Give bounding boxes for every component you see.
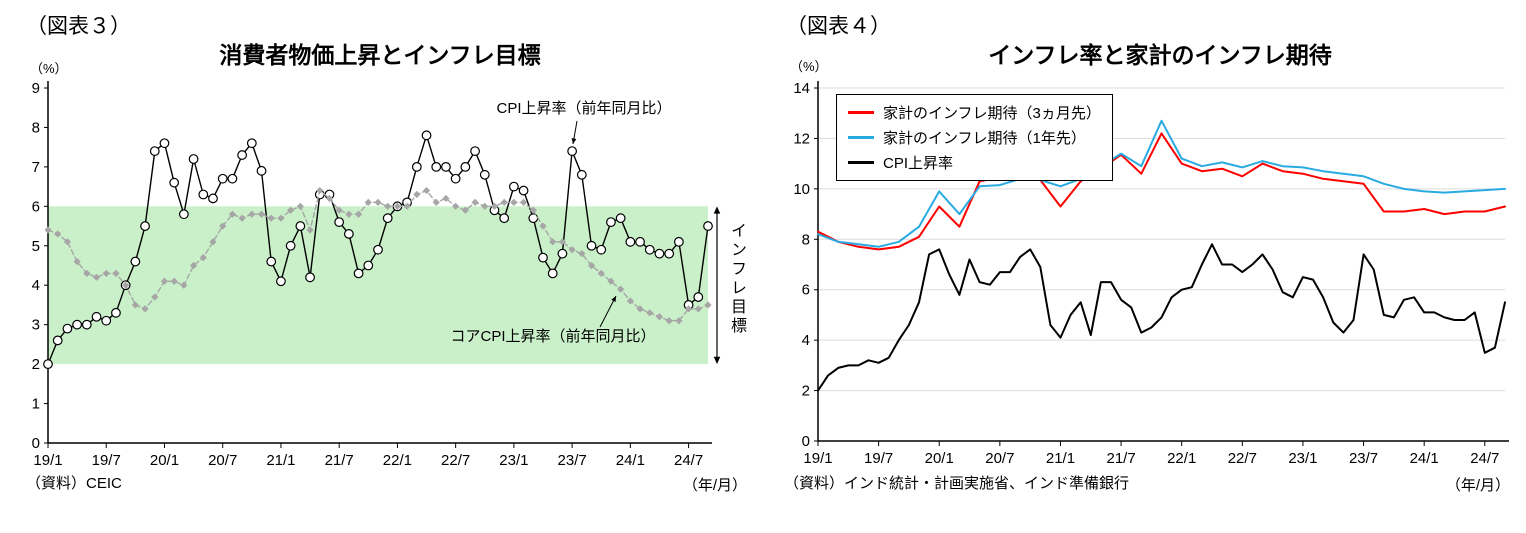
inflation-target-label: インフレ目標: [728, 222, 745, 336]
svg-text:23/1: 23/1: [499, 452, 528, 469]
svg-text:0: 0: [32, 435, 40, 452]
figure3-label: （図表３）: [26, 15, 131, 38]
svg-text:20/7: 20/7: [985, 450, 1014, 467]
blue-line-sample: [848, 136, 874, 139]
svg-text:2: 2: [802, 383, 810, 400]
legend-label: 家計のインフレ期待（3ヵ月先）: [883, 105, 1101, 122]
svg-text:8: 8: [802, 231, 810, 248]
svg-text:22/7: 22/7: [441, 452, 470, 469]
legend-label: 家計のインフレ期待（1年先）: [883, 130, 1086, 147]
svg-text:コアCPI上昇率（前年同月比）: コアCPI上昇率（前年同月比）: [450, 328, 655, 345]
svg-text:14: 14: [793, 80, 810, 97]
svg-text:5: 5: [32, 238, 40, 255]
svg-text:21/7: 21/7: [325, 452, 354, 469]
svg-text:19/1: 19/1: [33, 452, 62, 469]
svg-text:20/1: 20/1: [925, 450, 954, 467]
legend-item: 家計のインフレ期待（3ヵ月先）: [848, 102, 1101, 123]
svg-text:20/7: 20/7: [208, 452, 237, 469]
svg-text:19/7: 19/7: [92, 452, 121, 469]
svg-text:3: 3: [32, 317, 40, 334]
svg-text:CPI上昇率（前年同月比）: CPI上昇率（前年同月比）: [496, 100, 671, 117]
figure3-x-unit-label: （年/月）: [682, 477, 747, 494]
svg-text:4: 4: [32, 277, 40, 294]
svg-text:22/1: 22/1: [383, 452, 412, 469]
svg-text:10: 10: [793, 181, 810, 198]
figure3-y-unit-label: （%）: [30, 61, 68, 76]
figure4-source: （資料）インド統計・計画実施省、インド準備銀行: [784, 475, 1130, 492]
legend-item: CPI上昇率: [848, 152, 1101, 173]
svg-text:21/1: 21/1: [266, 452, 295, 469]
svg-text:8: 8: [32, 119, 40, 136]
figure4-y-unit-label: （%）: [790, 59, 828, 74]
svg-text:24/7: 24/7: [1470, 450, 1499, 467]
svg-text:6: 6: [802, 282, 810, 299]
black-line-sample: [848, 161, 874, 164]
legend: 家計のインフレ期待（3ヵ月先） 家計のインフレ期待（1年先） CPI上昇率: [836, 94, 1113, 181]
svg-text:24/1: 24/1: [1410, 450, 1439, 467]
svg-text:23/7: 23/7: [558, 452, 587, 469]
svg-text:21/7: 21/7: [1106, 450, 1135, 467]
svg-text:22/1: 22/1: [1167, 450, 1196, 467]
svg-text:19/1: 19/1: [803, 450, 832, 467]
figure4-title: インフレ率と家計のインフレ期待: [988, 42, 1332, 68]
svg-text:7: 7: [32, 159, 40, 176]
svg-text:9: 9: [32, 80, 40, 97]
svg-text:21/1: 21/1: [1046, 450, 1075, 467]
svg-text:0: 0: [802, 433, 810, 450]
red-line-sample: [848, 111, 874, 114]
figure3-title: 消費者物価上昇とインフレ目標: [219, 42, 541, 68]
figure3-source: （資料）CEIC: [26, 475, 122, 492]
figure4-x-unit-label: （年/月）: [1445, 477, 1510, 494]
svg-text:4: 4: [802, 332, 810, 349]
svg-text:1: 1: [32, 396, 40, 413]
svg-text:24/7: 24/7: [674, 452, 703, 469]
svg-text:19/7: 19/7: [864, 450, 893, 467]
svg-text:23/7: 23/7: [1349, 450, 1378, 467]
svg-text:24/1: 24/1: [616, 452, 645, 469]
legend-item: 家計のインフレ期待（1年先）: [848, 127, 1101, 148]
svg-text:12: 12: [793, 130, 810, 147]
svg-text:22/7: 22/7: [1228, 450, 1257, 467]
svg-text:6: 6: [32, 198, 40, 215]
svg-text:2: 2: [32, 356, 40, 373]
svg-text:23/1: 23/1: [1288, 450, 1317, 467]
legend-label: CPI上昇率: [883, 155, 954, 172]
svg-text:20/1: 20/1: [150, 452, 179, 469]
figure4-label: （図表４）: [786, 15, 891, 38]
